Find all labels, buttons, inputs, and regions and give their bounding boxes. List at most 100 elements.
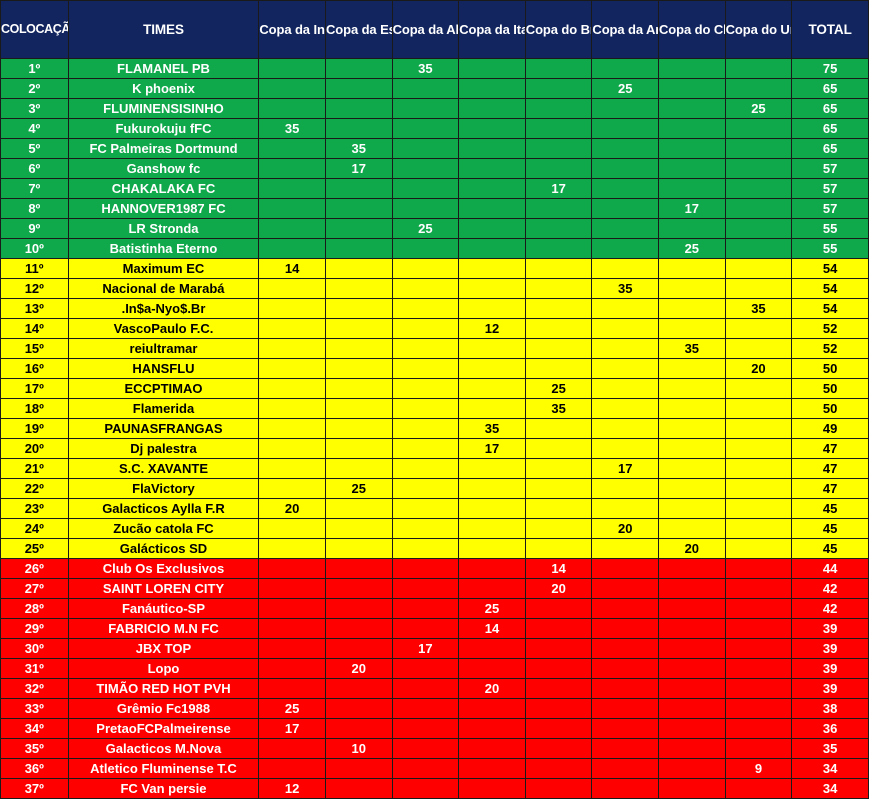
table-row[interactable]: 28º Fanáutico-SP 25 42 (0, 598, 869, 619)
cell-alemanha (391, 358, 460, 379)
cell-inglaterra: 14 (258, 258, 326, 279)
cell-colocacao: 10º (0, 238, 69, 259)
cell-brasil: 20 (524, 578, 593, 599)
cell-espanha (324, 398, 393, 419)
cell-alemanha (391, 318, 460, 339)
cell-inglaterra (258, 198, 326, 219)
table-row[interactable]: 5º FC Palmeiras Dortmund 35 65 (0, 138, 869, 159)
cell-chile (658, 278, 726, 299)
cell-uruguai (724, 678, 793, 699)
table-row[interactable]: 37º FC Van persie 12 34 (0, 778, 869, 799)
cell-colocacao: 3º (0, 98, 69, 119)
cell-inglaterra (258, 318, 326, 339)
cell-colocacao: 8º (0, 198, 69, 219)
table-row[interactable]: 31º Lopo 20 39 (0, 658, 869, 679)
column-header-copa-inglaterra[interactable]: Copa da Inglaterra (258, 0, 326, 59)
table-row[interactable]: 4º Fukurokuju fFC 35 65 (0, 118, 869, 139)
cell-colocacao: 6º (0, 158, 69, 179)
cell-argentina (591, 678, 660, 699)
cell-argentina (591, 238, 660, 259)
table-row[interactable]: 16º HANSFLU 20 50 (0, 358, 869, 379)
table-row[interactable]: 29º FABRICIO M.N FC 14 39 (0, 618, 869, 639)
column-header-copa-italia[interactable]: Copa da Italia (458, 0, 526, 59)
cell-colocacao: 33º (0, 698, 69, 719)
cell-chile (658, 358, 726, 379)
cell-alemanha (391, 278, 460, 299)
table-row[interactable]: 11º Maximum EC 14 54 (0, 258, 869, 279)
cell-total: 42 (791, 598, 869, 619)
column-header-colocacao[interactable]: COLOCAÇÃO (0, 0, 69, 59)
table-row[interactable]: 9º LR Stronda 25 55 (0, 218, 869, 239)
cell-argentina (591, 438, 660, 459)
table-row[interactable]: 12º Nacional de Marabá 35 54 (0, 278, 869, 299)
cell-colocacao: 31º (0, 658, 69, 679)
table-row[interactable]: 30º JBX TOP 17 39 (0, 638, 869, 659)
table-row[interactable]: 8º HANNOVER1987 FC 17 57 (0, 198, 869, 219)
cell-inglaterra (258, 518, 326, 539)
cell-italia: 25 (458, 598, 526, 619)
cell-inglaterra (258, 738, 326, 759)
table-row[interactable]: 36º Atletico Fluminense T.C 9 34 (0, 758, 869, 779)
table-row[interactable]: 14º VascoPaulo F.C. 12 52 (0, 318, 869, 339)
cell-argentina (591, 138, 660, 159)
column-header-copa-brasil[interactable]: Copa do Brasil (524, 0, 593, 59)
cell-colocacao: 9º (0, 218, 69, 239)
cell-colocacao: 22º (0, 478, 69, 499)
cell-espanha (324, 778, 393, 799)
table-row[interactable]: 33º Grêmio Fc1988 25 38 (0, 698, 869, 719)
column-header-times[interactable]: TIMES (67, 0, 260, 59)
table-row[interactable]: 35º Galacticos M.Nova 10 35 (0, 738, 869, 759)
cell-total: 47 (791, 458, 869, 479)
table-row[interactable]: 23º Galacticos Aylla F.R 20 45 (0, 498, 869, 519)
table-row[interactable]: 6º Ganshow fc 17 57 (0, 158, 869, 179)
column-header-copa-alemanha[interactable]: Copa da Alemanha (391, 0, 460, 59)
table-row[interactable]: 3º FLUMINENSISINHO 25 65 (0, 98, 869, 119)
cell-inglaterra (258, 218, 326, 239)
cell-argentina (591, 298, 660, 319)
cell-espanha (324, 718, 393, 739)
cell-uruguai (724, 538, 793, 559)
cell-brasil (524, 638, 593, 659)
table-row[interactable]: 21º S.C. XAVANTE 17 47 (0, 458, 869, 479)
table-row[interactable]: 10º Batistinha Eterno 25 55 (0, 238, 869, 259)
cell-alemanha (391, 538, 460, 559)
column-header-copa-espanha[interactable]: Copa da Espanha (324, 0, 393, 59)
column-header-copa-chile[interactable]: Copa do Chile (658, 0, 726, 59)
table-row[interactable]: 19º PAUNASFRANGAS 35 49 (0, 418, 869, 439)
cell-argentina (591, 758, 660, 779)
cell-italia (458, 478, 526, 499)
cell-chile (658, 458, 726, 479)
cell-brasil (524, 258, 593, 279)
table-row[interactable]: 27º SAINT LOREN CITY 20 42 (0, 578, 869, 599)
cell-total: 50 (791, 378, 869, 399)
table-row[interactable]: 17º ECCPTIMAO 25 50 (0, 378, 869, 399)
cell-total: 47 (791, 478, 869, 499)
cell-uruguai (724, 438, 793, 459)
table-row[interactable]: 7º CHAKALAKA FC 17 57 (0, 178, 869, 199)
table-row[interactable]: 2º K phoenix 25 65 (0, 78, 869, 99)
table-row[interactable]: 32º TIMÃO RED HOT PVH 20 39 (0, 678, 869, 699)
table-row[interactable]: 18º Flamerida 35 50 (0, 398, 869, 419)
cell-total: 65 (791, 118, 869, 139)
table-row[interactable]: 34º PretaoFCPalmeirense 17 36 (0, 718, 869, 739)
cell-total: 52 (791, 318, 869, 339)
table-row[interactable]: 25º Galácticos SD 20 45 (0, 538, 869, 559)
cell-argentina: 35 (591, 278, 660, 299)
table-row[interactable]: 13º .In$a-Nyo$.Br 35 54 (0, 298, 869, 319)
table-row[interactable]: 20º Dj palestra 17 47 (0, 438, 869, 459)
column-header-total[interactable]: TOTAL (791, 0, 869, 59)
cell-argentina (591, 598, 660, 619)
cell-alemanha (391, 98, 460, 119)
column-header-copa-uruguai[interactable]: Copa do Uruguai (724, 0, 793, 59)
cell-espanha (324, 218, 393, 239)
cell-times: PretaoFCPalmeirense (67, 718, 260, 739)
column-header-copa-argentina[interactable]: Copa da Argentina (591, 0, 660, 59)
cell-chile (658, 618, 726, 639)
table-row[interactable]: 24º Zucão catola FC 20 45 (0, 518, 869, 539)
table-row[interactable]: 26º Club Os Exclusivos 14 44 (0, 558, 869, 579)
table-row[interactable]: 1º FLAMANEL PB 35 75 (0, 58, 869, 79)
table-row[interactable]: 15º reiultramar 35 52 (0, 338, 869, 359)
cell-total: 38 (791, 698, 869, 719)
table-row[interactable]: 22º FlaVictory 25 47 (0, 478, 869, 499)
cell-brasil (524, 118, 593, 139)
